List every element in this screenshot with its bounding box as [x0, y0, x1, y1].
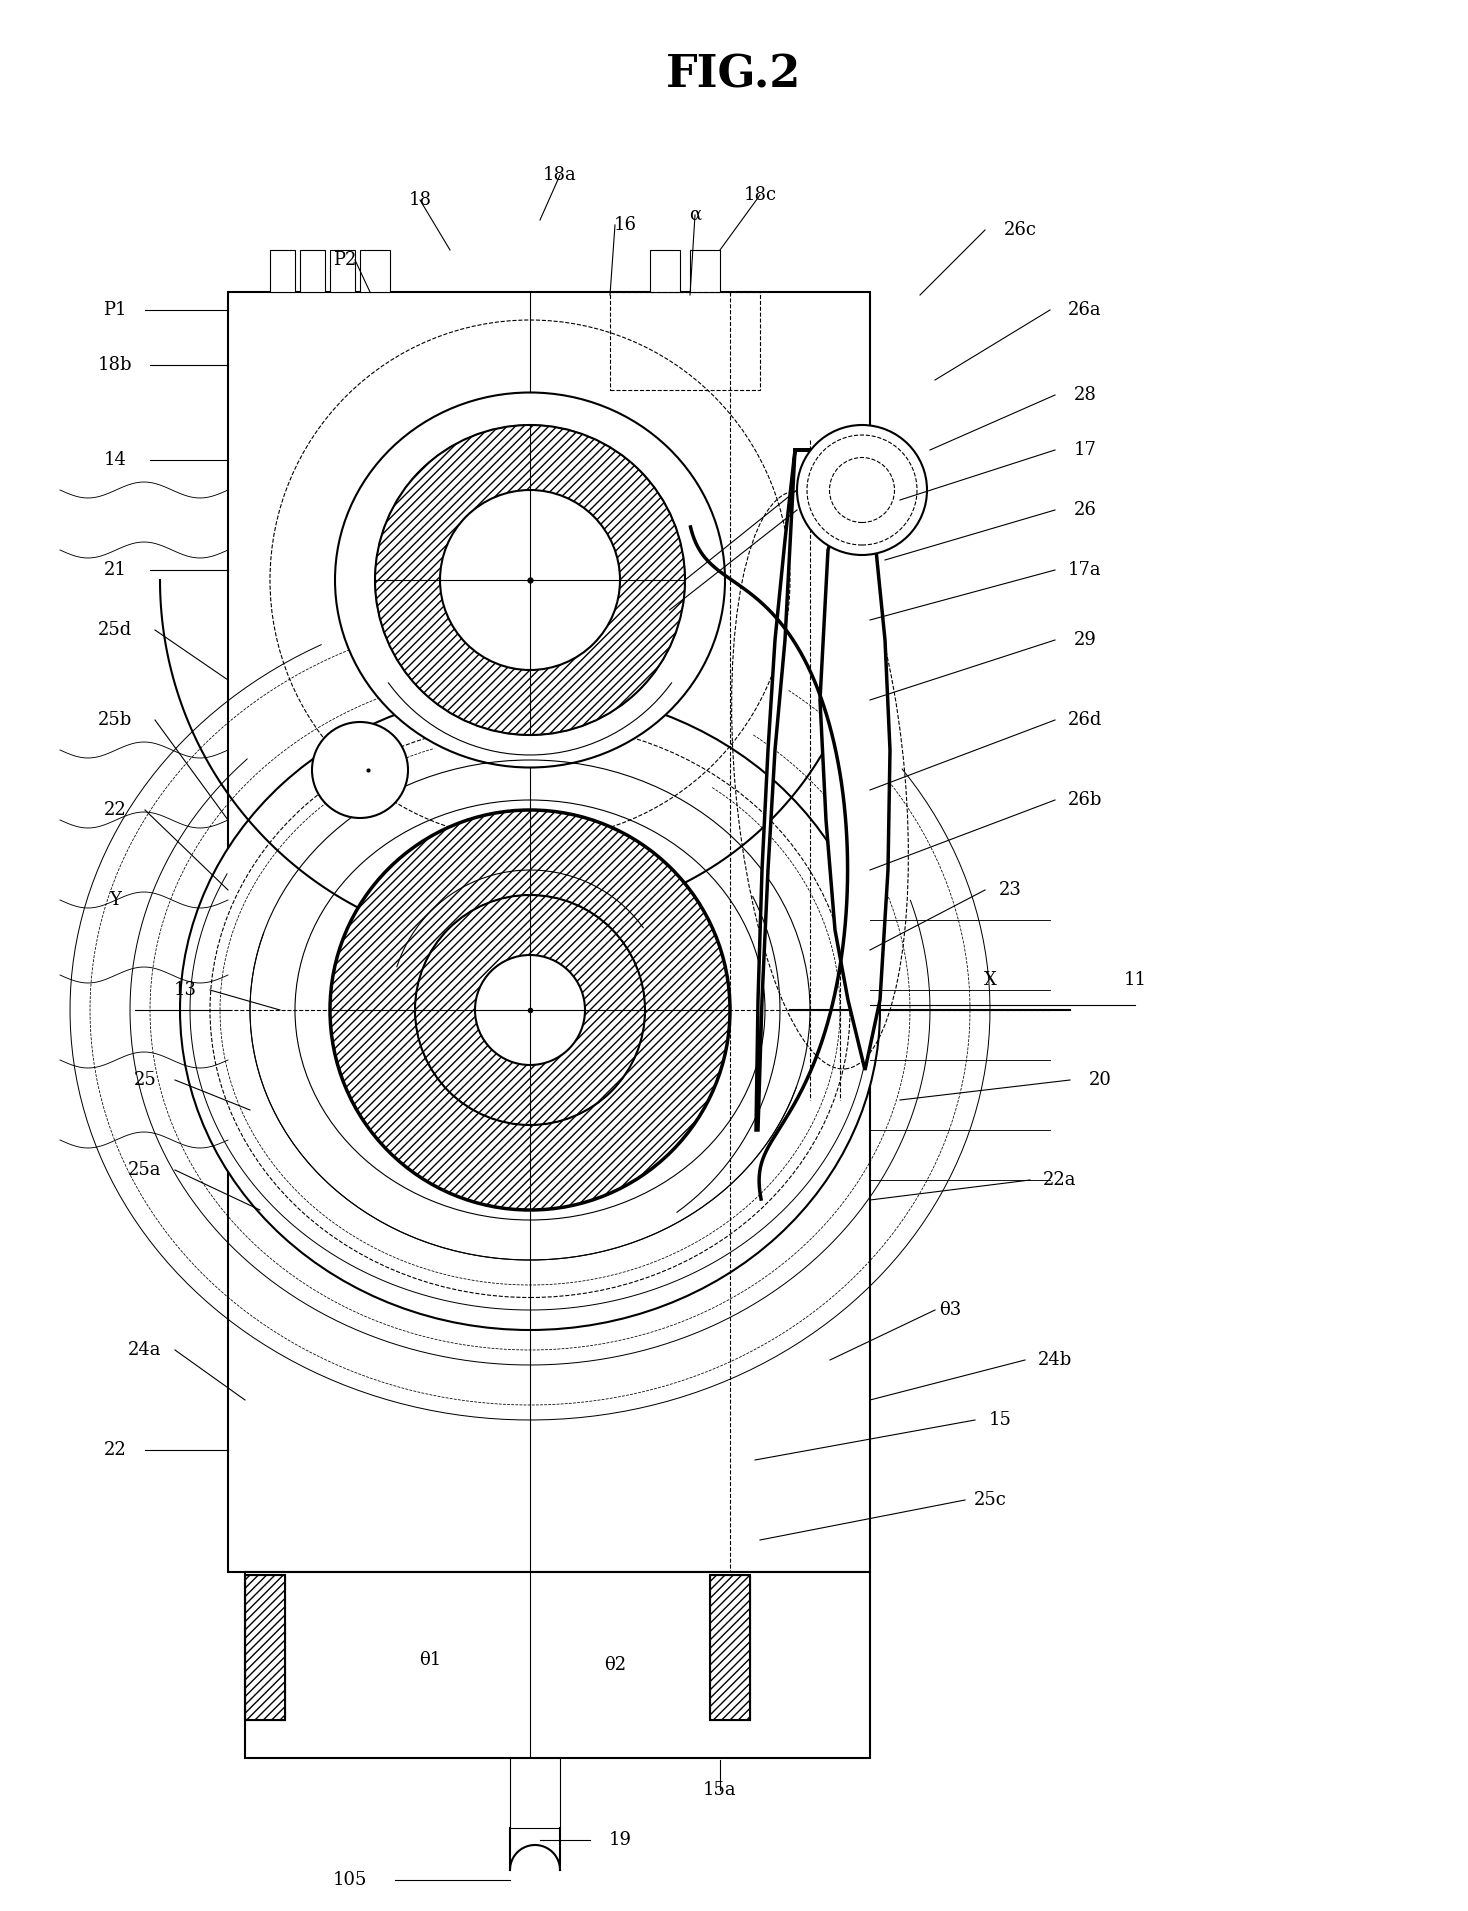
Text: 11: 11	[1123, 971, 1147, 990]
Text: 25: 25	[134, 1070, 157, 1089]
Text: θ2: θ2	[603, 1657, 625, 1674]
Text: FIG.2: FIG.2	[666, 54, 802, 96]
Text: 25a: 25a	[128, 1162, 161, 1179]
Text: 13: 13	[173, 980, 197, 999]
Text: 18b: 18b	[98, 355, 132, 375]
Text: α: α	[688, 206, 702, 224]
Ellipse shape	[181, 690, 879, 1330]
Polygon shape	[756, 449, 890, 1129]
Text: 26: 26	[1073, 501, 1097, 520]
Text: 26c: 26c	[1004, 222, 1036, 239]
Text: 22a: 22a	[1044, 1171, 1076, 1189]
Bar	[360, 250, 390, 292]
Text: 29: 29	[1073, 631, 1097, 650]
Circle shape	[330, 810, 730, 1210]
Bar	[245, 1575, 285, 1720]
Text: Y: Y	[109, 891, 120, 910]
Bar	[245, 1573, 871, 1758]
Text: 18: 18	[408, 191, 432, 208]
Ellipse shape	[335, 392, 725, 768]
Bar	[228, 292, 871, 1573]
Text: 25c: 25c	[973, 1491, 1007, 1510]
Bar	[509, 1758, 559, 1829]
Circle shape	[415, 894, 644, 1126]
Bar	[690, 250, 719, 292]
Text: 23: 23	[998, 881, 1022, 898]
Circle shape	[476, 956, 586, 1064]
Text: θ1: θ1	[418, 1651, 440, 1668]
Bar	[270, 250, 295, 292]
Text: 105: 105	[333, 1871, 367, 1888]
Text: 15a: 15a	[703, 1781, 737, 1798]
Text: θ3: θ3	[940, 1301, 962, 1319]
Circle shape	[313, 722, 408, 818]
Text: 26a: 26a	[1069, 302, 1102, 319]
Text: 26b: 26b	[1067, 791, 1102, 808]
Bar	[299, 250, 324, 292]
Circle shape	[797, 424, 926, 554]
Circle shape	[440, 489, 619, 671]
Text: 15: 15	[988, 1410, 1011, 1429]
Text: 21: 21	[104, 562, 126, 579]
Text: 25d: 25d	[98, 621, 132, 638]
Bar	[245, 1575, 285, 1720]
Bar	[650, 250, 680, 292]
Text: 22: 22	[104, 1441, 126, 1458]
Text: 17: 17	[1073, 441, 1097, 459]
Bar	[330, 250, 355, 292]
Bar	[611, 292, 760, 390]
Text: P1: P1	[103, 302, 126, 319]
Text: 20: 20	[1089, 1070, 1111, 1089]
Text: P2: P2	[333, 250, 357, 269]
Text: 25b: 25b	[98, 711, 132, 728]
Text: 18a: 18a	[543, 166, 577, 183]
Circle shape	[374, 424, 686, 736]
Text: 24a: 24a	[128, 1342, 161, 1359]
Text: X: X	[984, 971, 997, 990]
Text: 14: 14	[104, 451, 126, 468]
Text: 19: 19	[609, 1831, 631, 1850]
Text: 24b: 24b	[1038, 1351, 1072, 1368]
Text: 17a: 17a	[1069, 562, 1102, 579]
Text: 28: 28	[1073, 386, 1097, 403]
Text: 16: 16	[614, 216, 637, 233]
Bar	[711, 1575, 750, 1720]
Text: 22: 22	[104, 801, 126, 820]
Text: 18c: 18c	[743, 185, 777, 204]
Text: 26d: 26d	[1067, 711, 1102, 728]
Bar	[711, 1575, 750, 1720]
